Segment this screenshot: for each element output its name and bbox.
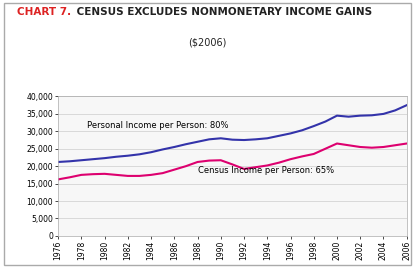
Text: CHART 7.: CHART 7. xyxy=(17,7,71,17)
Text: Personal Income per Person: 80%: Personal Income per Person: 80% xyxy=(87,121,229,130)
Text: Census Income per Person: 65%: Census Income per Person: 65% xyxy=(198,166,334,175)
Text: CENSUS EXCLUDES NONMONETARY INCOME GAINS: CENSUS EXCLUDES NONMONETARY INCOME GAINS xyxy=(73,7,372,17)
Text: ($2006): ($2006) xyxy=(188,38,227,47)
